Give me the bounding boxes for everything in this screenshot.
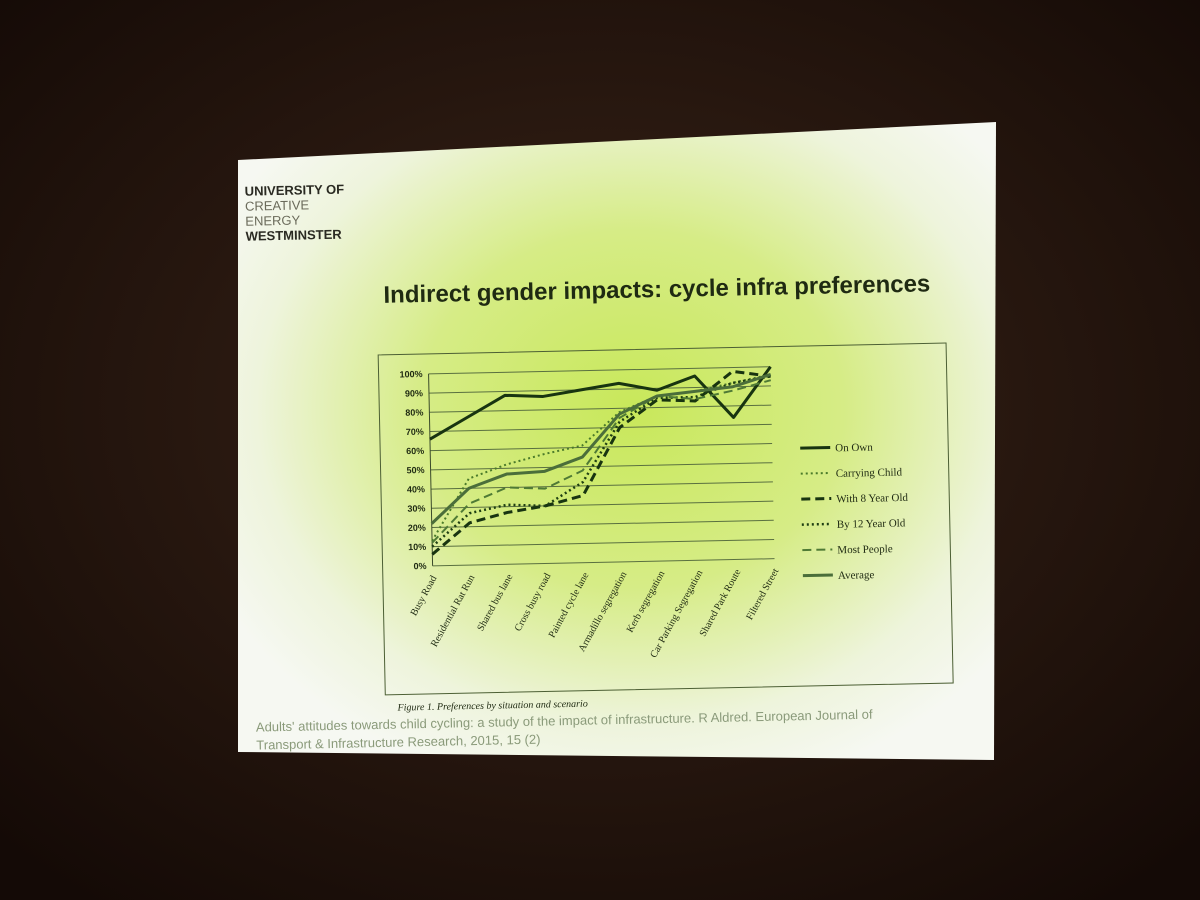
grid-line <box>430 462 773 471</box>
grid-line <box>430 481 773 490</box>
y-tick-label: 20% <box>408 523 426 533</box>
series-line <box>430 372 772 525</box>
y-tick-label: 30% <box>407 503 425 513</box>
legend-label: Most People <box>837 543 893 556</box>
logo-line: UNIVERSITY OF <box>245 182 345 199</box>
logo-line: WESTMINSTER <box>245 227 342 244</box>
grid-line <box>431 519 774 528</box>
y-tick-label: 40% <box>407 484 425 494</box>
logo-line: CREATIVE <box>245 197 310 213</box>
legend-swatch <box>800 471 831 475</box>
legend-swatch <box>800 445 831 450</box>
series-line <box>431 379 772 544</box>
chart-caption: Figure 1. Preferences by situation and s… <box>396 699 587 714</box>
grid-line <box>432 538 775 548</box>
series-line <box>431 369 771 556</box>
y-tick-label: 0% <box>413 561 426 571</box>
legend-label: On Own <box>835 442 873 455</box>
legend-label: Carrying Child <box>836 466 903 479</box>
legend-swatch <box>802 573 833 578</box>
y-tick-label: 70% <box>406 427 424 437</box>
y-tick-label: 10% <box>408 542 426 552</box>
chart-frame <box>377 342 954 696</box>
y-tick-label: 100% <box>399 369 422 379</box>
slide <box>238 122 996 760</box>
series-line <box>431 373 771 542</box>
y-tick-label: 80% <box>405 407 423 417</box>
y-tick-label: 90% <box>405 388 423 398</box>
grid-line <box>429 404 772 413</box>
grid-line <box>430 443 773 452</box>
logo-line: ENERGY <box>245 213 301 229</box>
legend-swatch <box>801 496 832 501</box>
legend-label: Average <box>838 569 875 582</box>
grid-line <box>431 500 774 509</box>
series-line <box>431 375 771 548</box>
y-tick-label: 60% <box>406 446 424 456</box>
y-tick-label: 50% <box>406 465 424 475</box>
legend-swatch <box>801 522 832 526</box>
citation: Transport & Infrastructure Research, 201… <box>256 732 540 753</box>
series-line <box>429 365 772 441</box>
y-axis <box>428 373 434 566</box>
grid-line <box>428 366 771 375</box>
legend-label: With 8 Year Old <box>836 492 908 506</box>
grid-line <box>432 558 775 567</box>
legend-label: By 12 Year Old <box>837 517 906 530</box>
legend-swatch <box>802 548 833 552</box>
